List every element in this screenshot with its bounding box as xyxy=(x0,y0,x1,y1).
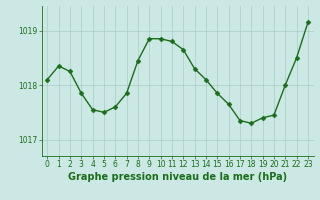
X-axis label: Graphe pression niveau de la mer (hPa): Graphe pression niveau de la mer (hPa) xyxy=(68,172,287,182)
